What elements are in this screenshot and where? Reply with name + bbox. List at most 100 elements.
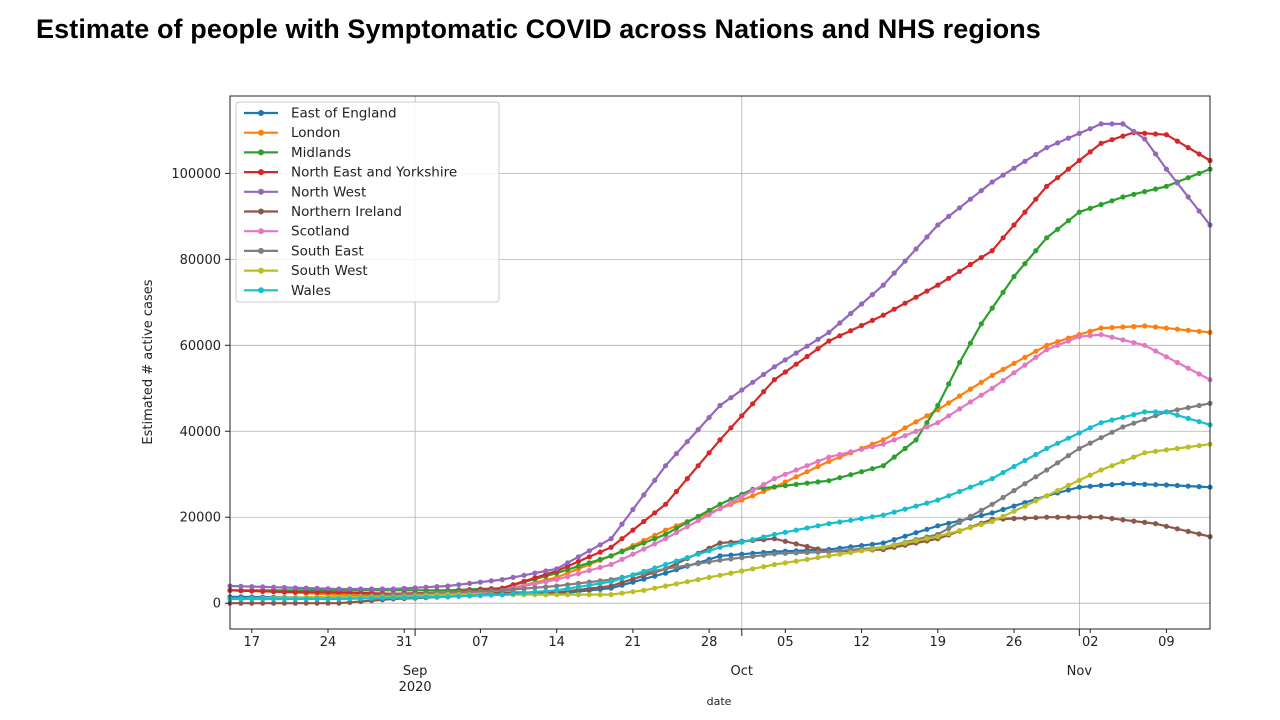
data-point — [1196, 443, 1202, 449]
data-point — [1076, 445, 1082, 452]
data-point — [728, 395, 734, 401]
data-point — [1076, 130, 1082, 136]
legend-item: Wales — [244, 283, 331, 299]
data-point — [771, 531, 778, 538]
data-point — [652, 573, 658, 579]
x-minor-tick-label: 21 — [625, 635, 642, 650]
x-minor-tick-label: 09 — [1158, 635, 1175, 650]
data-point — [314, 585, 320, 592]
y-tick-label: 60000 — [180, 339, 221, 354]
data-point — [488, 588, 494, 594]
data-point — [249, 588, 255, 594]
data-point — [1033, 196, 1039, 202]
data-point — [859, 548, 865, 554]
data-point — [848, 472, 854, 478]
data-point — [1196, 402, 1202, 409]
data-point — [303, 600, 309, 606]
data-point — [837, 320, 843, 326]
data-point — [271, 584, 277, 590]
data-point — [1000, 289, 1006, 295]
data-point — [946, 531, 952, 537]
data-point — [1087, 126, 1093, 132]
data-point — [978, 321, 984, 327]
data-point — [619, 536, 625, 542]
data-point — [848, 549, 854, 556]
data-point — [804, 543, 810, 550]
data-point — [891, 306, 897, 312]
data-point — [989, 476, 995, 482]
data-point — [989, 501, 995, 507]
data-point — [1087, 440, 1093, 446]
data-point — [1131, 454, 1137, 460]
data-point — [1109, 463, 1115, 469]
data-point — [935, 402, 941, 409]
data-point — [695, 577, 701, 583]
data-point — [695, 561, 701, 567]
data-point — [325, 596, 331, 602]
data-point — [543, 579, 549, 585]
data-point — [608, 561, 614, 568]
data-point — [1153, 131, 1159, 137]
data-point — [902, 540, 908, 546]
data-point — [967, 196, 974, 202]
legend-label: London — [291, 125, 341, 141]
data-point — [292, 585, 298, 591]
data-point — [445, 594, 451, 600]
data-point — [1055, 140, 1061, 146]
data-point — [1153, 151, 1159, 157]
data-point — [1142, 189, 1148, 195]
data-point — [793, 550, 799, 556]
data-point — [586, 560, 592, 566]
data-point — [521, 590, 527, 596]
legend-swatch-marker — [258, 228, 264, 235]
data-point — [369, 595, 375, 601]
data-point — [1185, 405, 1191, 411]
data-point — [456, 593, 462, 599]
data-point — [663, 570, 669, 576]
data-point — [815, 555, 821, 561]
data-point — [782, 538, 788, 544]
data-point — [684, 562, 690, 569]
data-point — [565, 582, 571, 588]
data-point — [499, 587, 505, 593]
data-point — [1153, 521, 1159, 527]
data-point — [717, 572, 723, 578]
data-point — [619, 590, 625, 596]
data-point — [1065, 482, 1071, 488]
data-point — [771, 377, 778, 383]
data-point — [1196, 151, 1202, 157]
data-point — [706, 559, 712, 565]
data-point — [684, 555, 690, 561]
data-point — [946, 525, 952, 532]
data-point — [684, 519, 690, 526]
x-minor-tick-label: 26 — [1006, 635, 1023, 650]
data-point — [957, 488, 963, 495]
data-point — [663, 531, 669, 538]
y-tick-label: 40000 — [180, 425, 221, 440]
data-point — [1153, 448, 1159, 454]
data-point — [379, 586, 385, 592]
data-point — [1000, 494, 1006, 501]
data-point — [793, 541, 799, 547]
data-point — [717, 557, 723, 563]
data-point — [652, 510, 658, 516]
data-point — [1033, 151, 1039, 158]
data-point — [1044, 514, 1050, 520]
data-point — [1174, 412, 1180, 418]
data-point — [957, 393, 963, 399]
data-point — [826, 549, 832, 555]
data-point — [543, 568, 549, 574]
data-point — [1109, 137, 1115, 143]
data-point — [1011, 508, 1017, 514]
data-point — [1185, 194, 1191, 200]
data-point — [575, 554, 582, 560]
data-point — [761, 482, 767, 488]
data-point — [1044, 467, 1050, 473]
data-point — [771, 536, 778, 542]
data-point — [673, 581, 680, 587]
x-minor-tick-label: 02 — [1082, 635, 1099, 650]
legend-label: North East and Yorkshire — [291, 165, 457, 181]
x-axis-label: date — [707, 695, 732, 708]
data-point — [575, 592, 582, 598]
data-point — [1055, 226, 1061, 232]
